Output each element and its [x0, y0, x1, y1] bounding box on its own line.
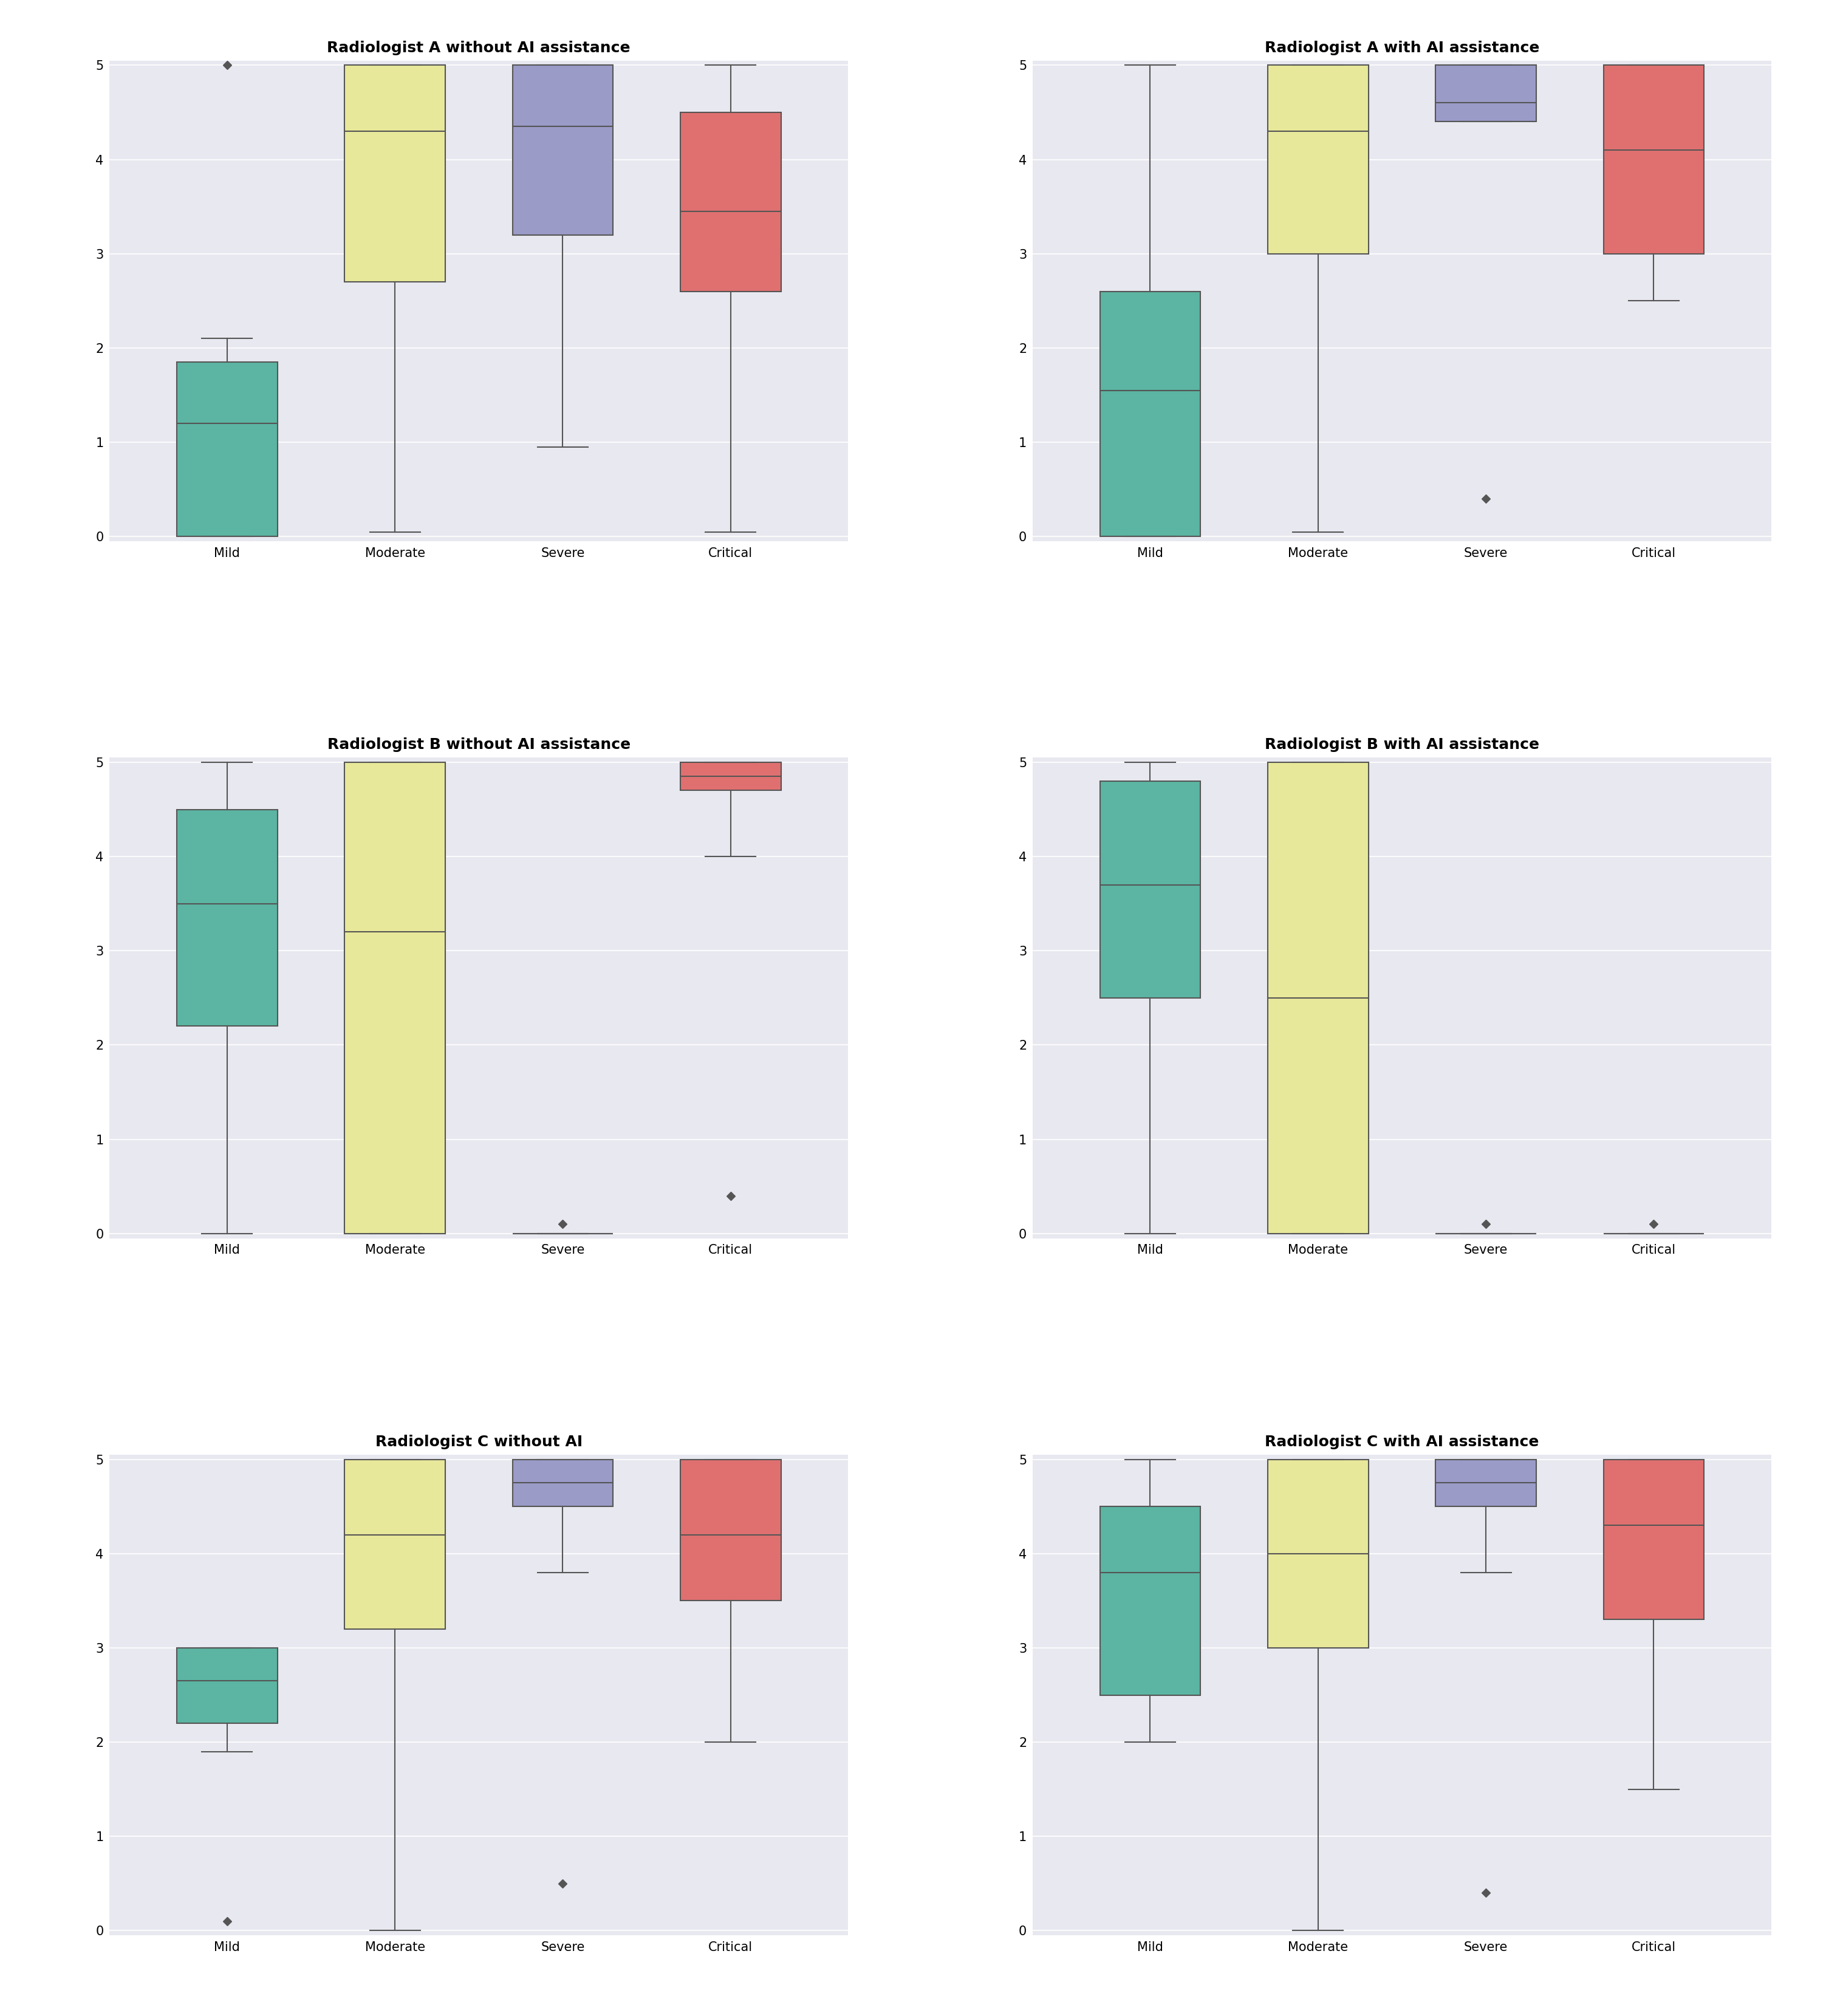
PathPatch shape [1267, 762, 1368, 1234]
Title: Radiologist C with AI assistance: Radiologist C with AI assistance [1265, 1435, 1539, 1450]
PathPatch shape [345, 1460, 446, 1629]
PathPatch shape [345, 65, 446, 282]
PathPatch shape [1603, 65, 1704, 254]
Title: Radiologist B without AI assistance: Radiologist B without AI assistance [327, 738, 630, 752]
PathPatch shape [1267, 1460, 1368, 1647]
PathPatch shape [681, 1460, 782, 1601]
PathPatch shape [345, 762, 446, 1234]
Title: Radiologist C without AI: Radiologist C without AI [374, 1435, 582, 1450]
PathPatch shape [513, 1460, 614, 1506]
Title: Radiologist A with AI assistance: Radiologist A with AI assistance [1265, 40, 1539, 54]
Title: Radiologist A without AI assistance: Radiologist A without AI assistance [327, 40, 630, 54]
PathPatch shape [1603, 1460, 1704, 1619]
PathPatch shape [177, 808, 278, 1026]
PathPatch shape [1435, 1460, 1536, 1506]
PathPatch shape [681, 113, 782, 292]
PathPatch shape [177, 363, 278, 536]
PathPatch shape [1099, 780, 1200, 998]
PathPatch shape [1267, 65, 1368, 254]
PathPatch shape [1099, 1506, 1200, 1695]
PathPatch shape [1435, 65, 1536, 121]
PathPatch shape [1099, 292, 1200, 536]
PathPatch shape [681, 762, 782, 790]
PathPatch shape [513, 65, 614, 236]
PathPatch shape [177, 1647, 278, 1724]
Title: Radiologist B with AI assistance: Radiologist B with AI assistance [1265, 738, 1539, 752]
